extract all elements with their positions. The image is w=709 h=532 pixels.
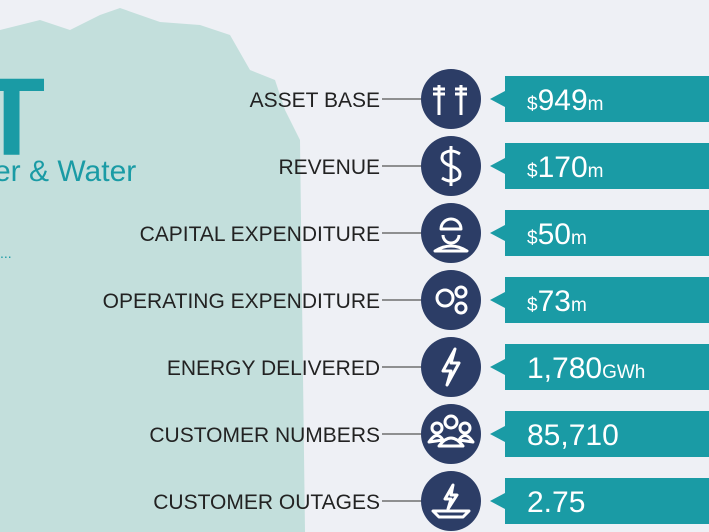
value-number: 1,780 (527, 352, 602, 385)
value-box (490, 478, 709, 524)
value-box (490, 76, 709, 122)
title-letter: T (0, 56, 45, 179)
value-text: 2.75 (527, 486, 585, 519)
value-box (490, 344, 709, 390)
value-number: 949 (538, 84, 588, 117)
value-number: 73 (538, 285, 571, 318)
map-shape (0, 8, 305, 532)
value-number: 170 (538, 151, 588, 184)
value-text: $50m (527, 218, 587, 251)
value-unit: GWh (602, 362, 645, 383)
value-number: 50 (538, 218, 571, 251)
row-label: REVENUE (278, 156, 380, 179)
icon-circle (421, 203, 481, 263)
value-text: $949m (527, 84, 603, 117)
value-text: 85,710 (527, 419, 619, 452)
value-box (490, 143, 709, 189)
icon (433, 217, 469, 253)
value-unit: m (571, 295, 587, 316)
row-label: CUSTOMER NUMBERS (149, 424, 380, 447)
icon (427, 414, 475, 448)
value-prefix: $ (527, 94, 538, 115)
dots: ... (0, 245, 12, 261)
value-unit: m (588, 94, 604, 115)
value-prefix: $ (527, 228, 538, 249)
value-text: 1,780GWh (527, 352, 645, 385)
value-box (490, 210, 709, 256)
icon (441, 347, 461, 387)
value-prefix: $ (527, 161, 538, 182)
value-text: $170m (527, 151, 603, 184)
subtitle: er & Water (0, 155, 136, 188)
row-label: ASSET BASE (250, 89, 380, 112)
value-number: 2.75 (527, 486, 585, 519)
value-unit: m (588, 161, 604, 182)
icon (431, 483, 471, 519)
row-label: ENERGY DELIVERED (167, 357, 380, 380)
icon (440, 146, 462, 186)
icon-circle (421, 69, 481, 129)
value-number: 85,710 (527, 419, 619, 452)
value-box (490, 277, 709, 323)
icon-circle (421, 270, 481, 330)
icon-circle (421, 337, 481, 397)
icon (435, 285, 468, 315)
value-text: $73m (527, 285, 587, 318)
row-label: OPERATING EXPENDITURE (103, 290, 380, 313)
value-prefix: $ (527, 295, 538, 316)
row-label: CAPITAL EXPENDITURE (140, 223, 380, 246)
value-unit: m (571, 228, 587, 249)
value-box (490, 411, 709, 457)
icon-circle (421, 404, 481, 464)
icon (433, 85, 467, 115)
row-label: CUSTOMER OUTAGES (153, 491, 380, 514)
